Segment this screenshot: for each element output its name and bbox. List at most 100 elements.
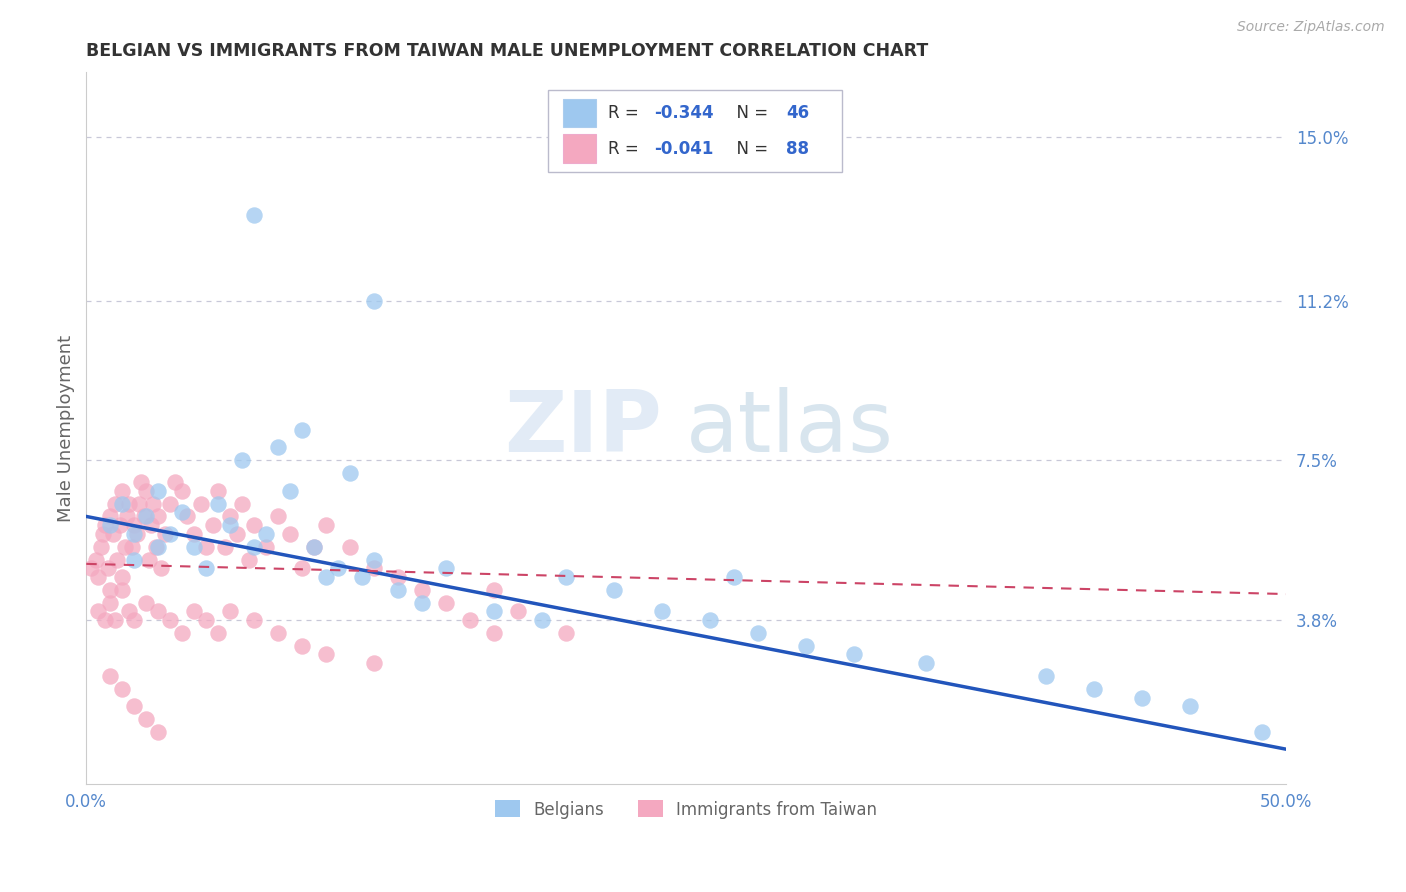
Point [243, 540, 266, 554]
Text: R =: R = [609, 139, 644, 158]
Point [555, 625, 578, 640]
Point [108, 518, 131, 533]
Point [207, 625, 229, 640]
Point [363, 561, 385, 575]
Point [135, 596, 157, 610]
Point [1180, 699, 1202, 714]
Point [135, 712, 157, 726]
Point [254, 526, 277, 541]
Point [267, 625, 290, 640]
Point [387, 570, 409, 584]
Bar [548, 90, 842, 172]
Point [207, 483, 229, 498]
Point [238, 552, 260, 566]
Point [484, 625, 506, 640]
Point [148, 540, 170, 554]
Point [190, 496, 212, 510]
Bar [562, 135, 596, 162]
Point [304, 540, 326, 554]
Text: R =: R = [609, 104, 644, 122]
Point [107, 552, 129, 566]
Point [97, 561, 120, 575]
Point [183, 540, 205, 554]
Point [87, 570, 110, 584]
Point [98, 518, 121, 533]
Point [114, 540, 136, 554]
Point [267, 441, 290, 455]
Point [1035, 669, 1057, 683]
Point [135, 483, 157, 498]
Point [243, 613, 266, 627]
Point [176, 509, 198, 524]
Point [291, 561, 314, 575]
Point [87, 604, 110, 618]
Point [159, 613, 181, 627]
Point [434, 561, 457, 575]
Point [98, 582, 121, 597]
Text: 46: 46 [786, 104, 808, 122]
Point [214, 540, 236, 554]
Point [94, 518, 117, 533]
Point [531, 613, 554, 627]
Text: 88: 88 [786, 139, 808, 158]
Point [172, 505, 194, 519]
Point [111, 681, 134, 696]
Point [278, 526, 301, 541]
Point [111, 582, 134, 597]
Point [124, 613, 146, 627]
Point [219, 518, 242, 533]
Point [132, 509, 155, 524]
Point [202, 518, 225, 533]
Point [121, 540, 143, 554]
Point [603, 582, 626, 597]
Point [101, 526, 124, 541]
Point [195, 561, 218, 575]
Point [219, 509, 242, 524]
Point [104, 496, 127, 510]
Text: ZIP: ZIP [505, 386, 662, 469]
Point [304, 540, 326, 554]
Point [352, 570, 374, 584]
Point [165, 475, 187, 489]
Point [98, 596, 121, 610]
Point [104, 613, 127, 627]
Point [339, 467, 361, 481]
Point [1130, 690, 1153, 705]
Point [291, 639, 314, 653]
Point [315, 648, 337, 662]
Point [149, 561, 172, 575]
Point [94, 613, 117, 627]
Point [98, 669, 121, 683]
Point [159, 496, 181, 510]
Point [278, 483, 301, 498]
Point [145, 540, 167, 554]
Point [460, 613, 482, 627]
Point [195, 613, 218, 627]
Point [125, 526, 148, 541]
Point [111, 496, 134, 510]
Point [1083, 681, 1105, 696]
Point [1251, 725, 1274, 739]
Point [172, 625, 194, 640]
Point [226, 526, 249, 541]
Point [231, 453, 253, 467]
Point [115, 509, 138, 524]
Text: N =: N = [725, 104, 773, 122]
Point [484, 582, 506, 597]
Point [363, 656, 385, 670]
Point [148, 483, 170, 498]
Point [84, 552, 107, 566]
Point [124, 552, 146, 566]
Point [315, 570, 337, 584]
Point [508, 604, 530, 618]
Y-axis label: Male Unemployment: Male Unemployment [58, 334, 75, 522]
Point [555, 570, 578, 584]
Point [291, 423, 314, 437]
Point [148, 509, 170, 524]
Point [339, 540, 361, 554]
Point [111, 483, 134, 498]
Point [131, 475, 153, 489]
Point [183, 526, 205, 541]
Point [844, 648, 866, 662]
Text: -0.041: -0.041 [654, 139, 713, 158]
